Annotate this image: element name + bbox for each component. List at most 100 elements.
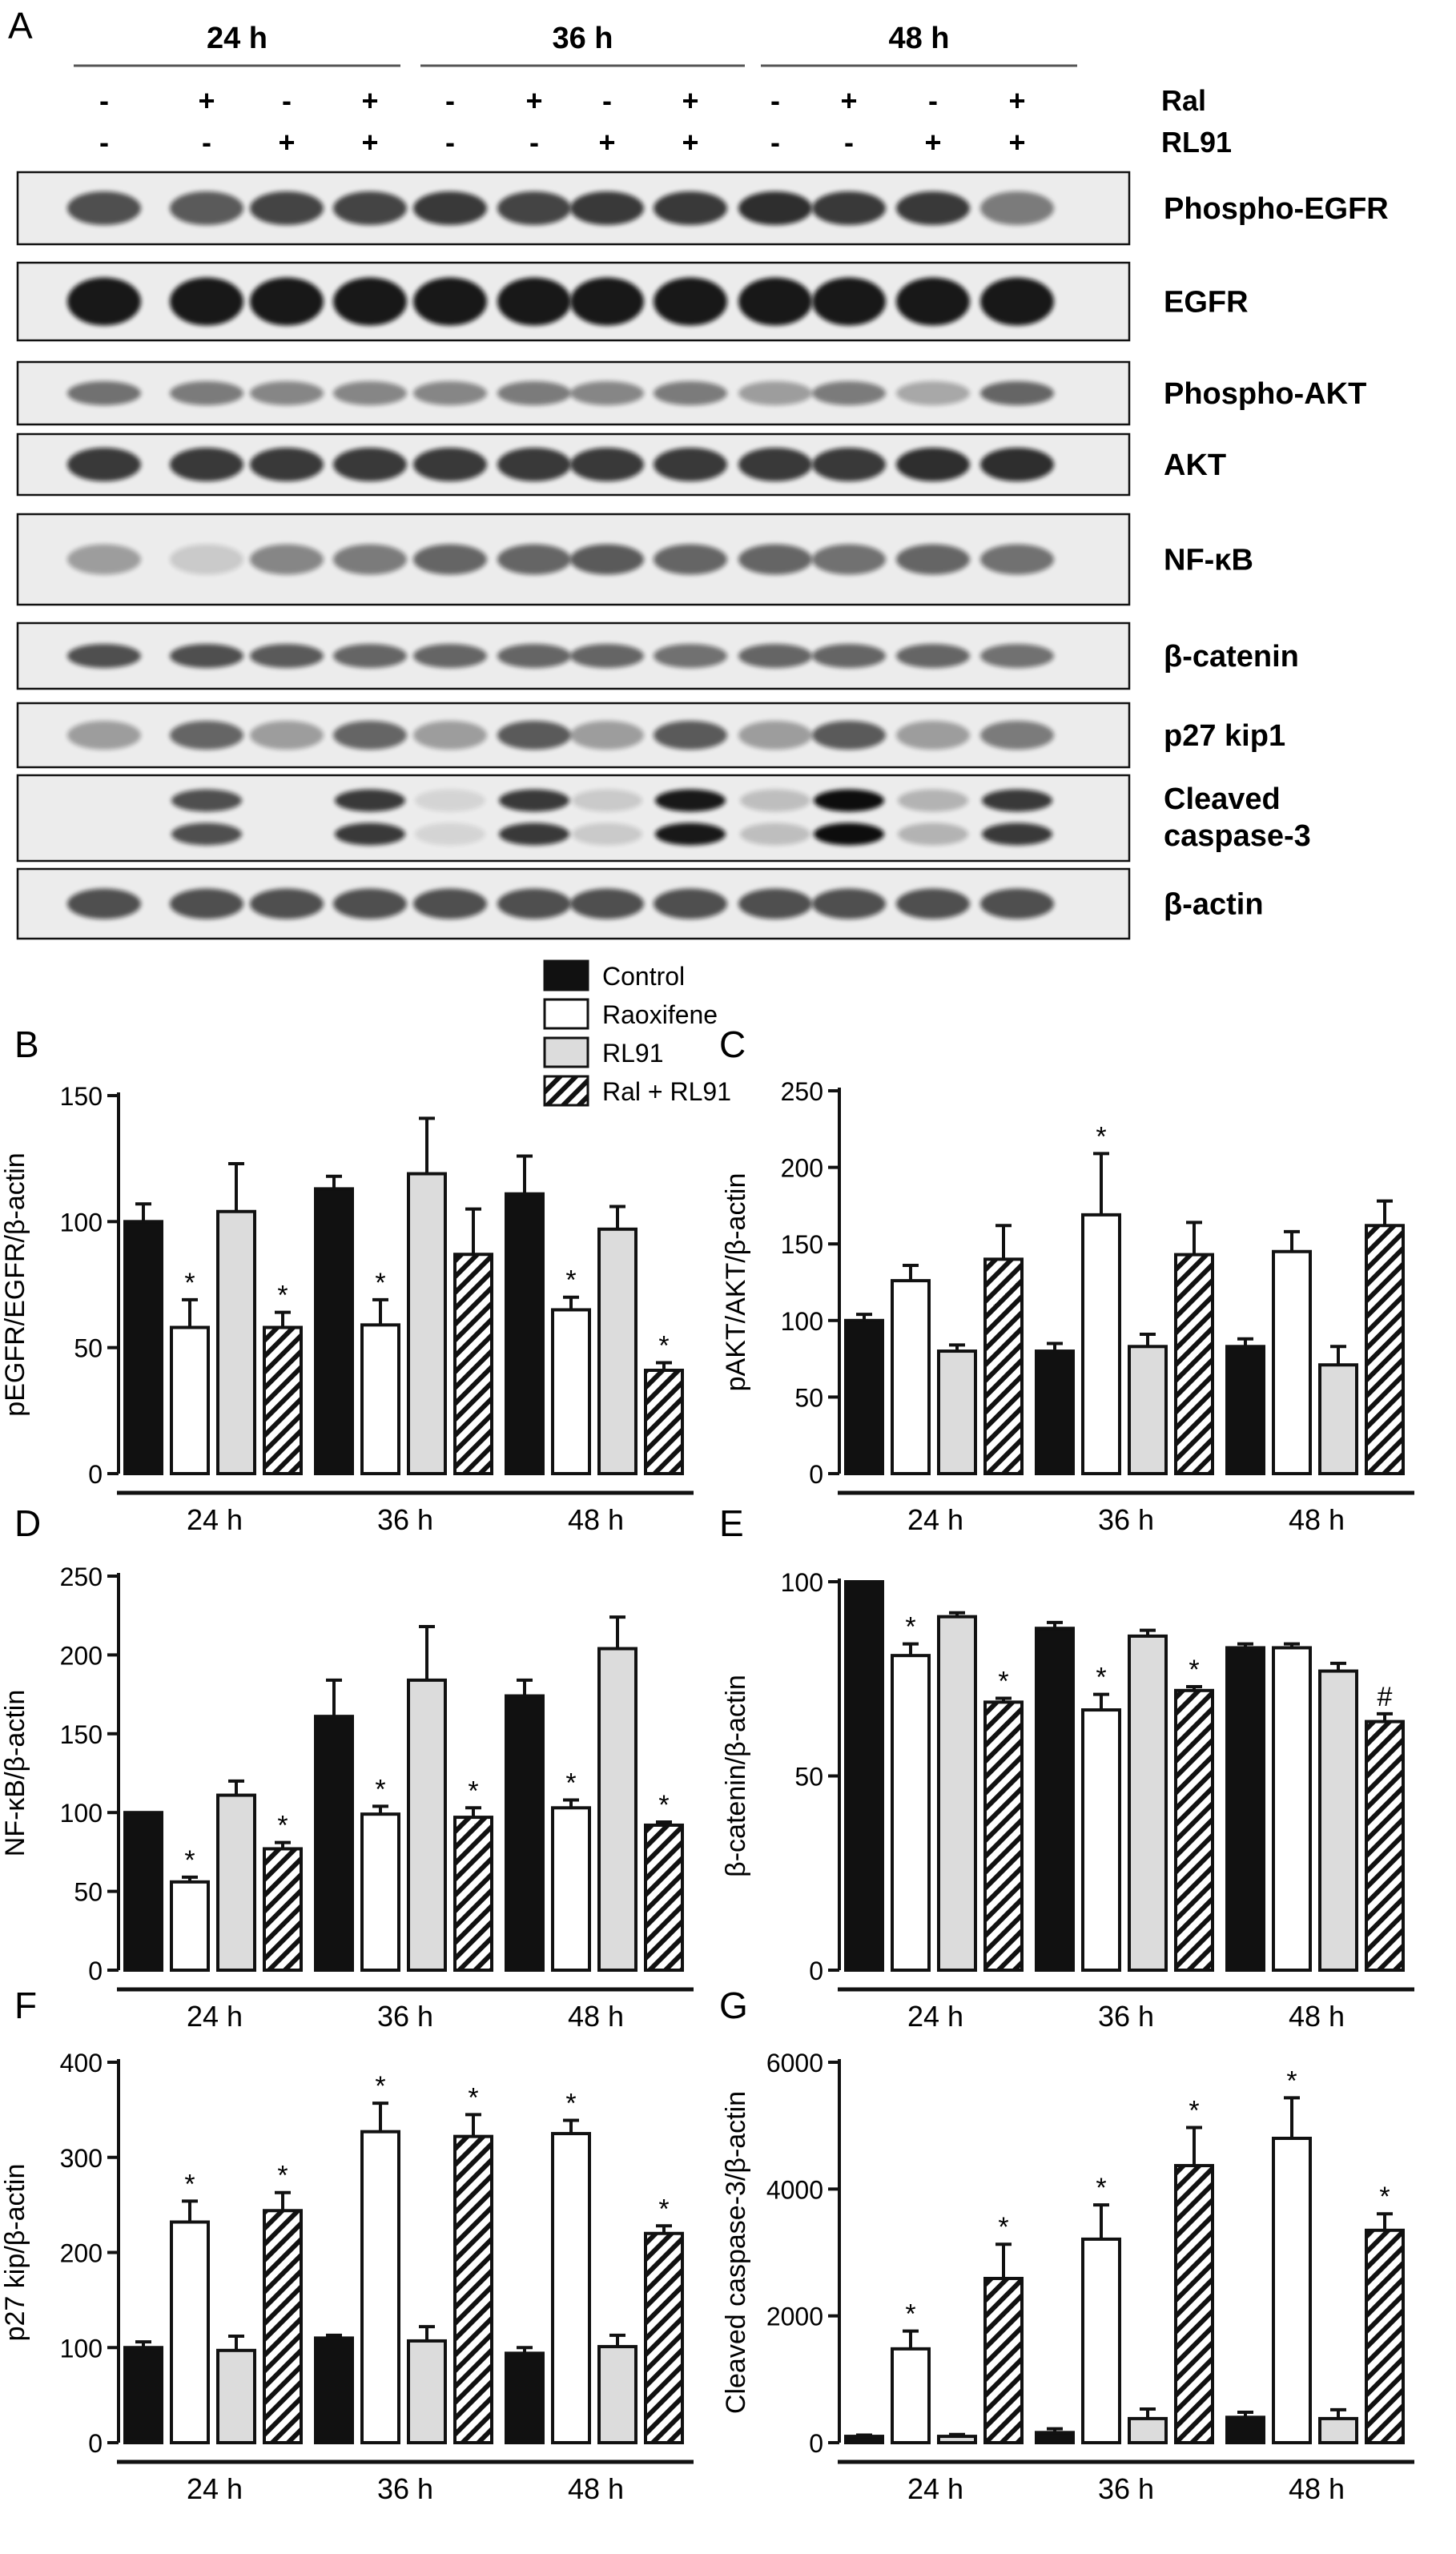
group-label: 24 h <box>187 2472 243 2505</box>
bar <box>644 1368 684 1476</box>
blot-band <box>740 789 810 812</box>
group-label: 24 h <box>907 1503 963 1536</box>
y-tick-label: 150 <box>60 1720 103 1749</box>
significance-mark: * <box>277 1811 288 1841</box>
group-label: 24 h <box>187 2000 243 2033</box>
bar <box>123 1811 163 1972</box>
blot-band <box>67 721 141 750</box>
significance-mark: * <box>468 2082 478 2113</box>
bar <box>1081 1213 1121 1475</box>
y-tick-label: 50 <box>794 1383 823 1412</box>
bar <box>1365 1719 1405 1973</box>
bar <box>983 1257 1024 1475</box>
treatment-sign: + <box>278 126 295 159</box>
blot-row-label: Phospho-EGFR <box>1164 192 1389 226</box>
blot-band <box>738 381 812 405</box>
blot-band <box>171 823 242 846</box>
significance-mark: # <box>1378 1682 1393 1712</box>
blot-band <box>250 191 324 225</box>
blot-row-label: NF-κB <box>1164 544 1253 577</box>
treatment-sign: - <box>529 126 539 159</box>
bar <box>1365 1224 1405 1475</box>
group-label: 36 h <box>1098 1503 1154 1536</box>
bar <box>983 2276 1024 2444</box>
legend-label: Ral + RL91 <box>602 1077 731 1106</box>
treatment-sign: - <box>99 84 109 117</box>
blot-band <box>570 888 644 919</box>
group-label: 36 h <box>1098 2472 1154 2505</box>
blot-band <box>170 381 243 405</box>
chart-panel-c: C 0 50 100 150 200 250 pAKT/AKT/β-actin 24 h * 36 … <box>719 1024 1414 1536</box>
treatment-sign: - <box>928 84 938 117</box>
treatment-sign: - <box>445 126 455 159</box>
y-tick-label: 2000 <box>766 2303 823 2331</box>
blot-row: Phospho-AKT <box>16 360 1366 426</box>
treatment-sign: - <box>844 126 854 159</box>
blot-band <box>572 823 642 846</box>
y-axis-label: p27 kip/β-actin <box>0 2164 30 2342</box>
blot-band <box>980 448 1054 481</box>
bar <box>937 2435 977 2444</box>
blot-band <box>898 789 968 812</box>
significance-mark: * <box>565 2088 576 2118</box>
blot-band <box>67 644 141 668</box>
legend-label: Control <box>602 962 685 991</box>
bar <box>1035 1349 1075 1476</box>
significance-mark: * <box>998 2212 1008 2242</box>
blot-band <box>980 644 1054 668</box>
bar <box>844 1318 884 1476</box>
blot-band <box>250 721 324 750</box>
significance-mark: * <box>375 1268 385 1298</box>
blot-band <box>497 381 571 405</box>
bar <box>551 1806 591 1972</box>
blot-band <box>572 789 642 812</box>
blot-band <box>654 544 727 575</box>
bar <box>891 2347 931 2444</box>
blot-band <box>335 789 405 812</box>
blot-band <box>980 544 1054 575</box>
bar <box>644 1823 684 1973</box>
bar <box>1174 2164 1214 2445</box>
blot-row-label: Cleaved <box>1164 782 1281 816</box>
blot-band <box>170 277 243 326</box>
blot-band <box>413 644 487 668</box>
blot-band <box>250 544 324 575</box>
y-tick-label: 150 <box>60 1082 103 1111</box>
treatment-sign: + <box>525 84 542 117</box>
significance-mark: * <box>184 1845 195 1876</box>
blot-band <box>170 191 243 225</box>
bar <box>263 2209 303 2444</box>
y-tick-label: 50 <box>74 1334 103 1363</box>
group-label: 48 h <box>1289 1503 1345 1536</box>
blot-band <box>413 544 487 575</box>
bar <box>937 1349 977 1476</box>
blot-band <box>333 277 407 326</box>
bar <box>1174 1688 1214 1973</box>
y-tick-label: 0 <box>809 2429 823 2458</box>
blot-band <box>499 823 569 846</box>
bar <box>1365 2228 1405 2445</box>
blot-band <box>171 789 242 812</box>
significance-mark: * <box>905 2299 915 2330</box>
significance-mark: * <box>658 1331 669 1361</box>
blot-band <box>67 544 141 575</box>
blot-band <box>738 191 812 225</box>
blot-band <box>738 721 812 750</box>
blot-band <box>497 721 571 750</box>
bar <box>360 1323 400 1476</box>
blot-band <box>814 789 884 812</box>
y-tick-label: 0 <box>809 1957 823 1985</box>
bar <box>891 1654 931 1972</box>
bar <box>170 1880 210 1972</box>
blot-band <box>250 277 324 326</box>
blot-band <box>413 888 487 919</box>
blot-band <box>980 381 1054 405</box>
bar <box>216 1209 256 1476</box>
group-label: 24 h <box>907 2000 963 2033</box>
treatment-sign: + <box>1008 84 1025 117</box>
significance-mark: * <box>1189 1655 1199 1685</box>
bar <box>597 2345 638 2444</box>
blot-band <box>413 721 487 750</box>
blot-band <box>499 789 569 812</box>
